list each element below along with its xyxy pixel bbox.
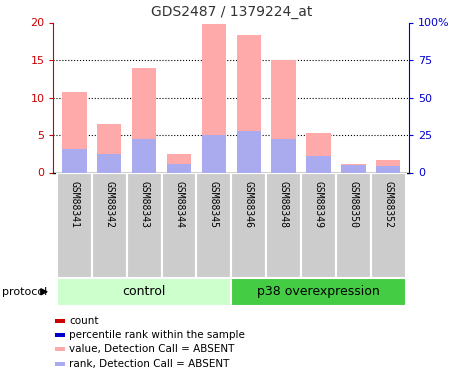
Bar [167,164,191,172]
Bar [132,139,156,172]
Text: rank, Detection Call = ABSENT: rank, Detection Call = ABSENT [69,359,230,369]
Bar [306,133,331,172]
Text: percentile rank within the sample: percentile rank within the sample [69,330,246,340]
Bar [62,92,86,172]
Bar [126,172,162,278]
Text: count: count [69,316,99,326]
Bar [336,172,371,278]
Text: GSM88343: GSM88343 [139,181,149,228]
Text: p38 overexpression: p38 overexpression [257,285,380,298]
Bar [202,24,226,172]
Text: GSM88349: GSM88349 [313,181,324,228]
Text: protocol: protocol [2,287,47,297]
Bar [232,278,405,306]
Bar [266,172,301,278]
Bar [237,34,261,172]
Text: control: control [122,285,166,298]
Bar [232,172,266,278]
Text: GSM88346: GSM88346 [244,181,254,228]
Bar [341,164,365,172]
Bar [162,172,196,278]
Text: value, Detection Call = ABSENT: value, Detection Call = ABSENT [69,344,235,354]
Bar [55,347,65,351]
Text: GSM88345: GSM88345 [209,181,219,228]
Bar [371,172,405,278]
Bar [62,148,86,172]
Bar [55,333,65,337]
Bar [376,166,400,172]
Bar [55,363,65,366]
Bar [57,172,92,278]
Bar [97,154,121,173]
Text: GSM88342: GSM88342 [104,181,114,228]
Bar [306,156,331,172]
Bar [341,165,365,172]
Bar [237,131,261,172]
Bar [55,319,65,322]
Bar [97,124,121,172]
Bar [196,172,232,278]
Text: GSM88348: GSM88348 [279,181,289,228]
Bar [202,135,226,172]
Bar [272,60,296,172]
Bar [301,172,336,278]
Text: GSM88341: GSM88341 [69,181,80,228]
Bar [92,172,126,278]
Bar [132,68,156,172]
Bar [167,154,191,173]
Title: GDS2487 / 1379224_at: GDS2487 / 1379224_at [151,5,312,19]
Bar [57,278,232,306]
Text: GSM88344: GSM88344 [174,181,184,228]
Bar [272,139,296,172]
Text: GSM88352: GSM88352 [383,181,393,228]
Bar [376,160,400,172]
Text: GSM88350: GSM88350 [348,181,359,228]
